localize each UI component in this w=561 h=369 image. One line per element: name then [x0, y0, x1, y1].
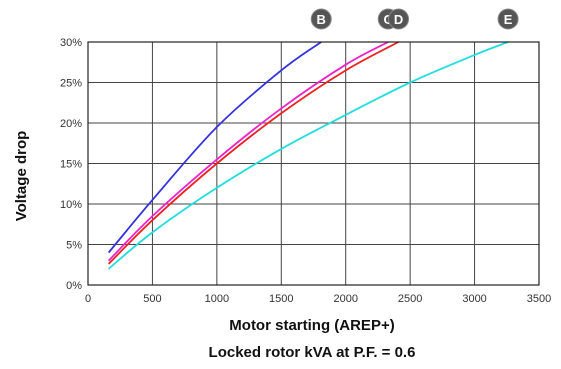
series-badge-label: D: [394, 12, 403, 27]
y-tick-label: 30%: [60, 37, 82, 49]
y-tick-label: 10%: [60, 199, 82, 211]
y-axis-label: Voltage drop: [13, 131, 30, 222]
series-line-c: [107, 41, 389, 262]
x-tick-label: 1500: [269, 293, 293, 305]
series-lines: [107, 41, 509, 270]
series-badge-circle: [388, 8, 410, 30]
x-tick-label: 3500: [527, 293, 551, 305]
x-tick-labels: 0 500 1000 1500 2000 2500 3000 3500: [85, 293, 551, 305]
series-badge-circle: [310, 8, 332, 30]
y-tick-labels: 0% 5% 10% 15% 20% 25% 30%: [60, 37, 82, 292]
series-line-d: [107, 41, 399, 265]
series-badge-d: D: [388, 8, 410, 30]
x-axis-label: Motor starting (AREP+): [229, 317, 394, 334]
series-badge-circle: [497, 8, 519, 30]
series-badges: BCDE: [310, 8, 519, 30]
x-tick-label: 500: [143, 293, 161, 305]
series-badge-label: E: [504, 12, 513, 27]
y-tick-label: 15%: [60, 159, 82, 171]
grid: [87, 41, 540, 286]
y-tick-label: 0%: [66, 280, 82, 292]
x-axis-label-secondary: Locked rotor kVA at P.F. = 0.6: [209, 344, 416, 361]
series-badge-e: E: [497, 8, 519, 30]
series-badge-label: B: [317, 12, 326, 27]
y-tick-label: 5%: [66, 240, 82, 252]
plot-frame: [87, 41, 540, 286]
series-badge-b: B: [310, 8, 332, 30]
series-line-e: [108, 41, 509, 270]
x-tick-label: 0: [85, 293, 91, 305]
x-tick-label: 2000: [333, 293, 357, 305]
x-tick-label: 1000: [205, 293, 229, 305]
series-line-b: [107, 41, 322, 254]
x-tick-label: 3000: [462, 293, 486, 305]
x-tick-label: 2500: [398, 293, 422, 305]
y-tick-label: 25%: [60, 78, 82, 90]
y-tick-label: 20%: [60, 118, 82, 130]
